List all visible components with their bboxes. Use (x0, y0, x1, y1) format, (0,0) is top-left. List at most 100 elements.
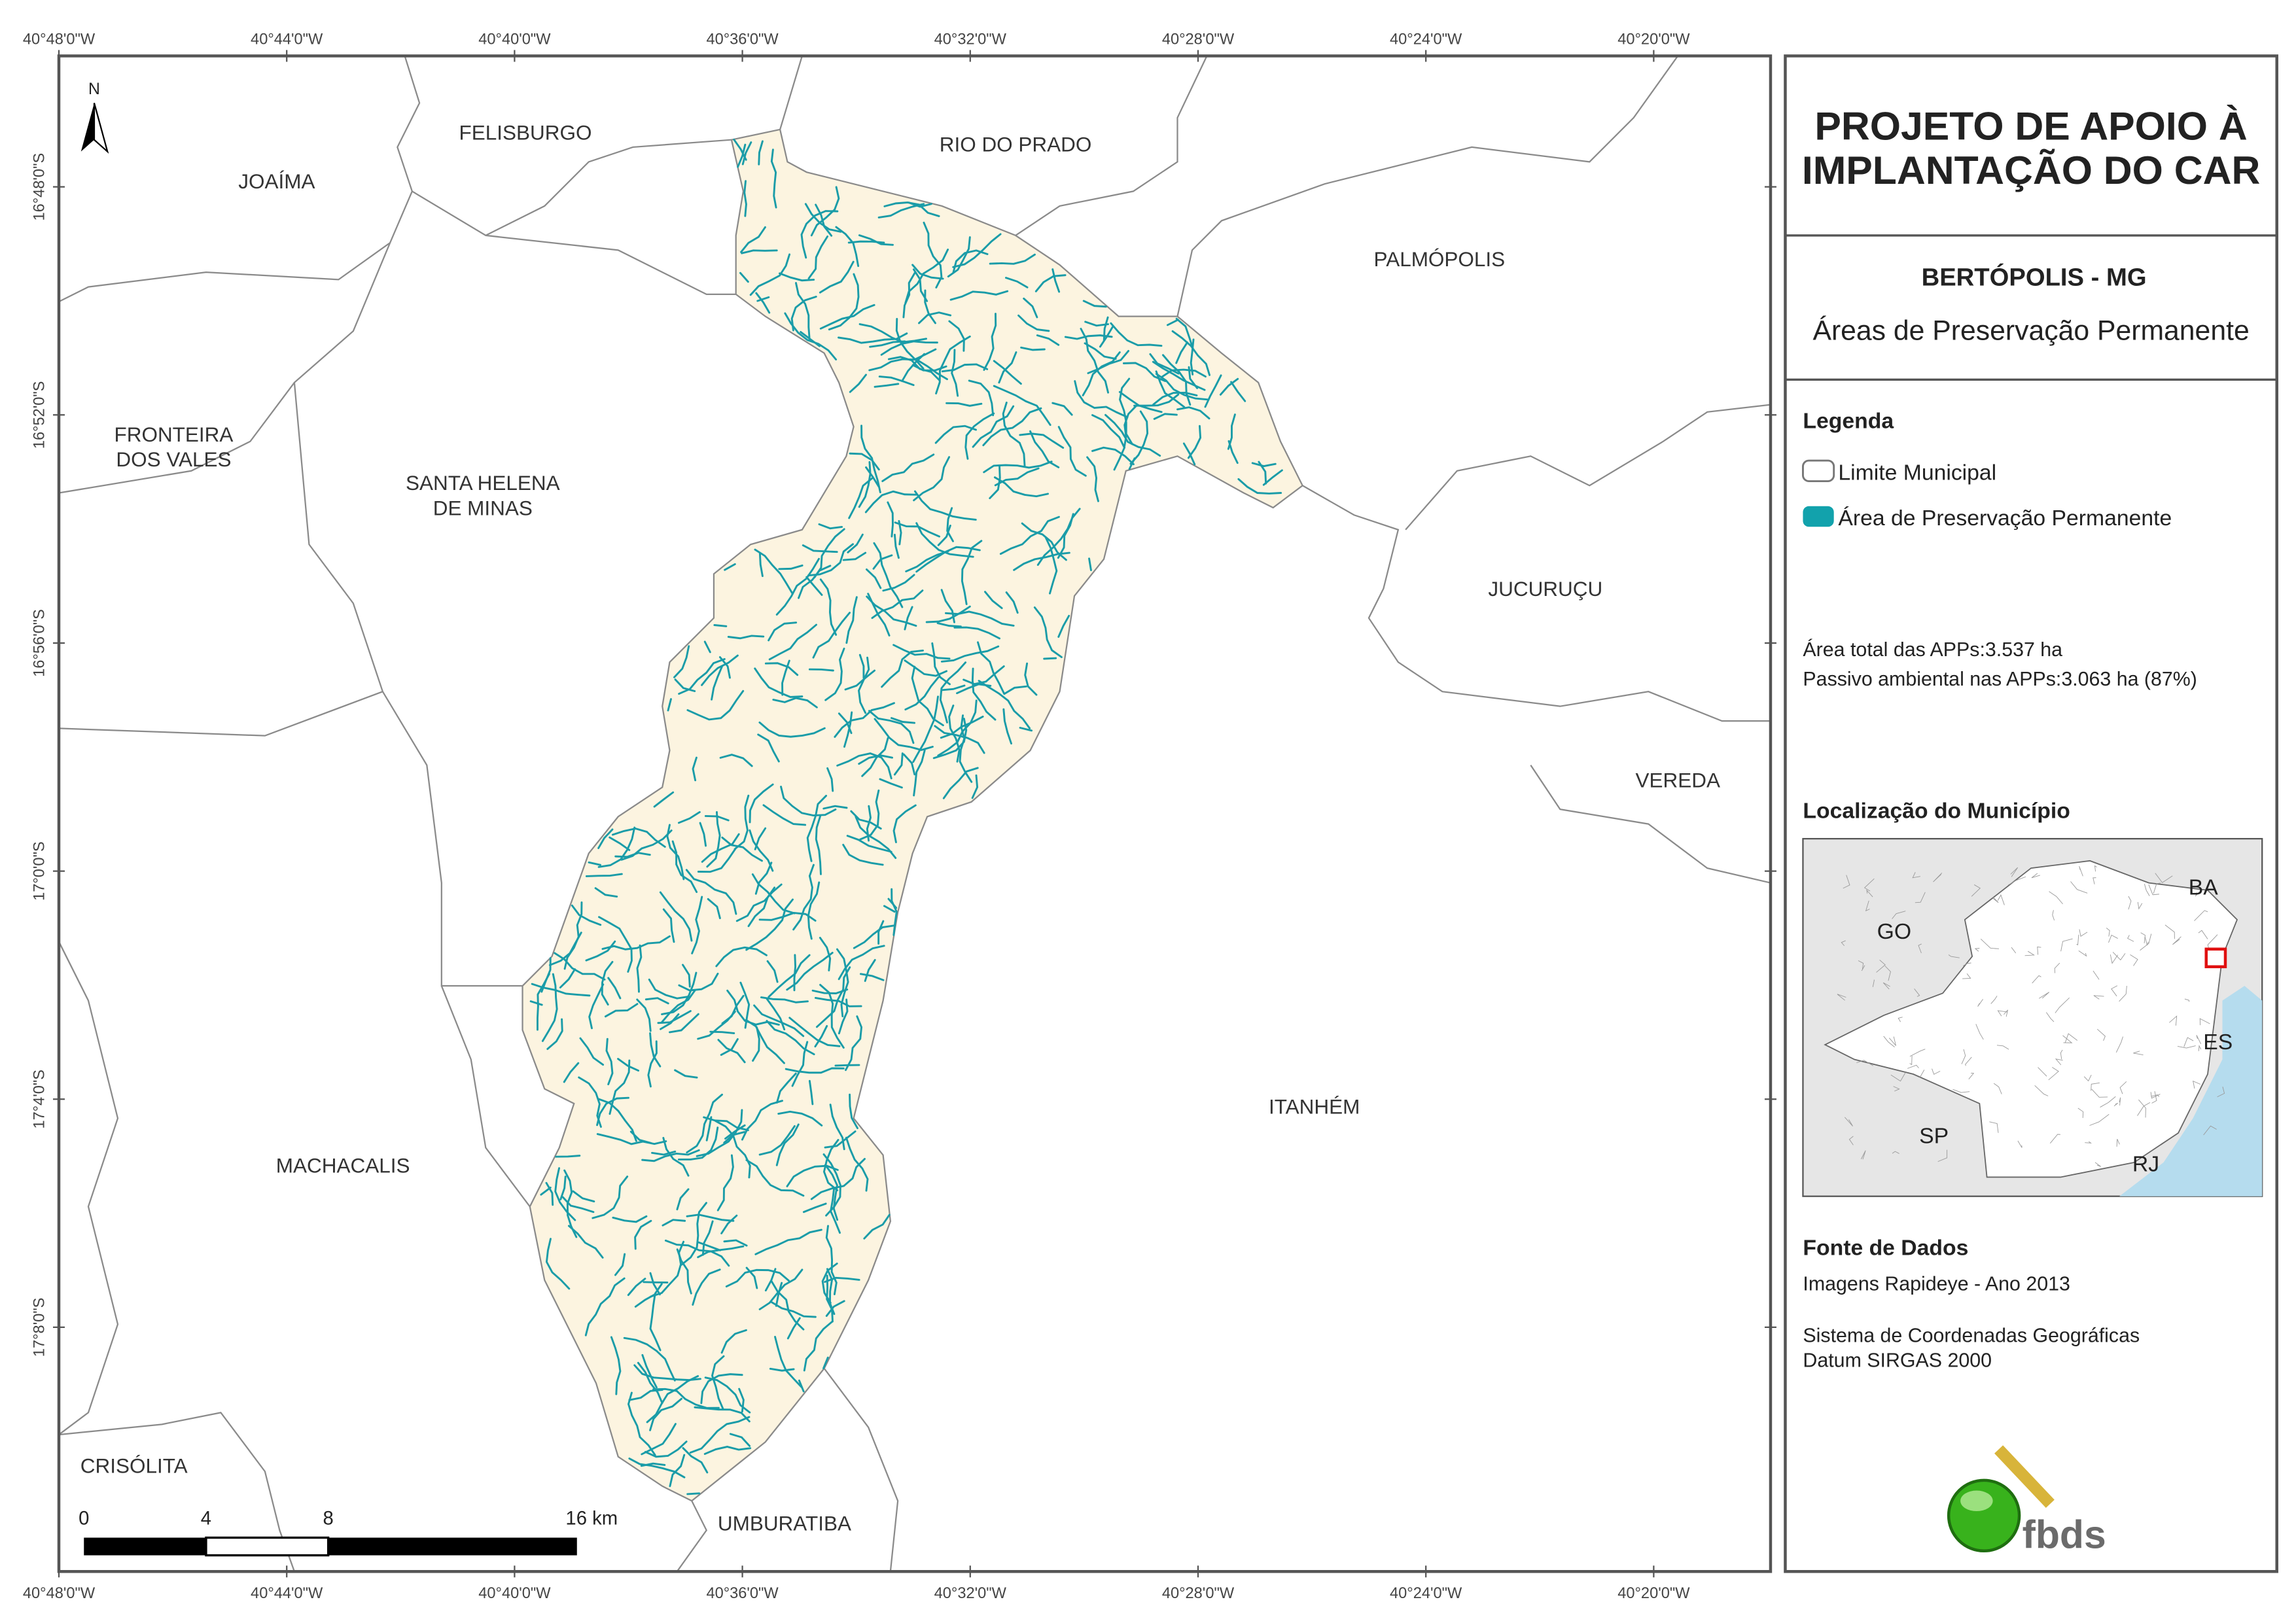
stream (939, 661, 967, 724)
inset-boundary (2094, 1162, 2101, 1167)
stream (931, 642, 951, 686)
stream (720, 1329, 747, 1354)
inset-boundary (2138, 1099, 2146, 1118)
municipal-boundaries (1837, 865, 2225, 1167)
inset-boundary (2128, 896, 2132, 910)
stream (741, 1100, 784, 1141)
stream (916, 358, 948, 381)
stream (790, 296, 817, 332)
stream (588, 983, 605, 1030)
stream (813, 528, 845, 579)
stream (1084, 342, 1117, 360)
stream (798, 565, 832, 599)
inset-boundary (2119, 1097, 2121, 1106)
stream (819, 260, 855, 294)
stream (949, 290, 1009, 301)
stream (628, 1389, 663, 1401)
stream (808, 1079, 814, 1106)
stream (678, 972, 719, 992)
stream (802, 1202, 827, 1213)
lat-label: 17°0'0"S (31, 841, 48, 901)
inset-boundary (2155, 873, 2173, 883)
stream (699, 822, 707, 847)
stream (559, 1176, 567, 1200)
stream (891, 888, 898, 936)
stream (634, 1293, 657, 1308)
stream (860, 425, 881, 494)
stream (601, 960, 614, 1006)
stream (649, 1397, 682, 1431)
stream (724, 1124, 746, 1140)
stream (904, 606, 913, 631)
stream (703, 640, 711, 654)
stream (1155, 373, 1209, 401)
stream (937, 524, 951, 546)
stream (1019, 432, 1065, 449)
stream (701, 654, 739, 686)
stream (676, 1188, 690, 1211)
stream (1152, 360, 1206, 391)
boundary (59, 382, 384, 737)
stream (559, 968, 576, 988)
stream (1002, 708, 1013, 745)
stream (758, 551, 764, 578)
stream (649, 1032, 662, 1068)
stream (651, 1150, 677, 1156)
stream (819, 937, 832, 971)
stream (983, 313, 997, 371)
inset-boundary (1907, 1064, 1919, 1069)
inset-boundary (1860, 1150, 1866, 1160)
boundary (1015, 56, 1208, 236)
boundary (59, 242, 391, 494)
stream (874, 718, 934, 751)
stream (858, 461, 872, 508)
stream (844, 669, 876, 691)
stream (561, 1196, 595, 1213)
inset-boundary (2130, 954, 2138, 966)
stream (948, 320, 965, 352)
stream (843, 711, 853, 748)
boundary (676, 1500, 708, 1572)
stream (674, 1069, 698, 1079)
inset-boundary (1962, 962, 1971, 966)
stream (1086, 456, 1099, 502)
stream (834, 702, 895, 738)
stream (1091, 414, 1125, 449)
stream (780, 786, 837, 817)
stream (972, 405, 1015, 448)
stream (686, 1213, 735, 1222)
stream (822, 1153, 841, 1217)
state-label: SP (1919, 1124, 1949, 1149)
stream (871, 589, 924, 620)
stream (1110, 322, 1163, 347)
stream (772, 697, 818, 708)
stream (1057, 513, 1074, 559)
stream (977, 641, 1006, 695)
stream (649, 1272, 661, 1296)
stream (697, 848, 737, 873)
inset-boundary (1996, 1045, 2009, 1050)
stream (775, 1072, 797, 1104)
place-label: JUCURUÇU (1488, 577, 1602, 601)
stream (786, 951, 834, 991)
stream (1084, 321, 1110, 327)
stream (1161, 368, 1207, 378)
lon-label: 40°40'0"W (478, 1585, 551, 1602)
stream (795, 282, 811, 340)
stream (825, 1225, 838, 1295)
stream (758, 911, 817, 922)
lat-label: 16°52'0"S (31, 381, 48, 449)
stream (893, 752, 904, 776)
inset-boundary (1962, 973, 1971, 979)
stream (1044, 536, 1058, 595)
scale-label: 16 km (565, 1508, 618, 1529)
inset-boundary (2217, 1087, 2225, 1098)
inset-boundary (2116, 1139, 2120, 1147)
stream (842, 843, 884, 866)
stream (892, 804, 917, 843)
stream (770, 1301, 817, 1318)
stream (1237, 478, 1282, 495)
stream (749, 829, 774, 872)
stream (762, 804, 807, 826)
